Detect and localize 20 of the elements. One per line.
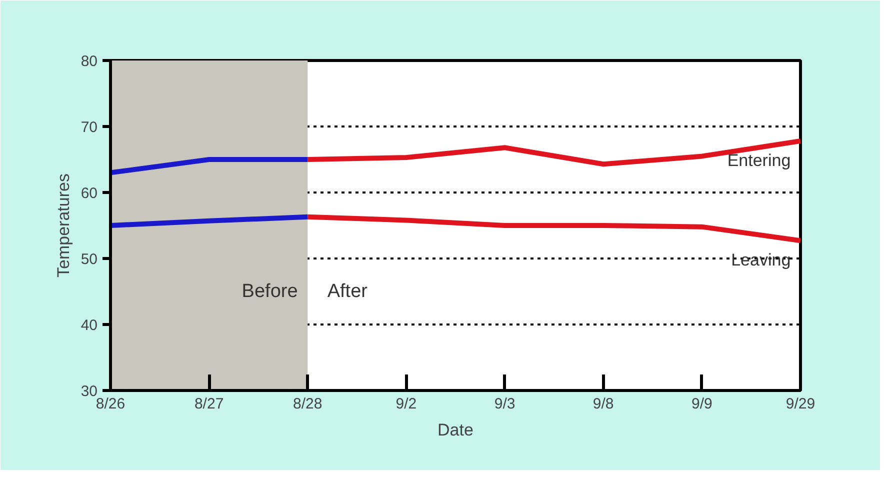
x-tick-label: 9/9 [692,396,712,412]
series-label: Leaving [731,250,791,270]
band-label: Before [242,281,298,302]
y-tick-label: 70 [80,119,98,136]
x-tick-label: 8/26 [96,396,126,412]
y-axis-title: Temperatures [54,174,73,278]
series-label: Entering [727,151,791,170]
x-tick-label: 9/29 [786,396,816,412]
x-tick-label: 9/3 [494,396,516,412]
annotation: After [327,281,368,302]
y-tick-label: 60 [80,185,98,202]
y-tick-label: 50 [80,251,98,268]
y-tick-label: 30 [80,383,98,400]
y-tick-label: 40 [80,317,98,334]
x-tick-label: 9/2 [396,396,417,412]
x-tick-label: 9/8 [592,396,614,412]
x-tick-label: 8/28 [293,396,322,412]
x-axis-title: Date [438,420,474,440]
y-tick-label: 80 [80,53,98,70]
x-tick-label: 8/27 [194,396,224,412]
